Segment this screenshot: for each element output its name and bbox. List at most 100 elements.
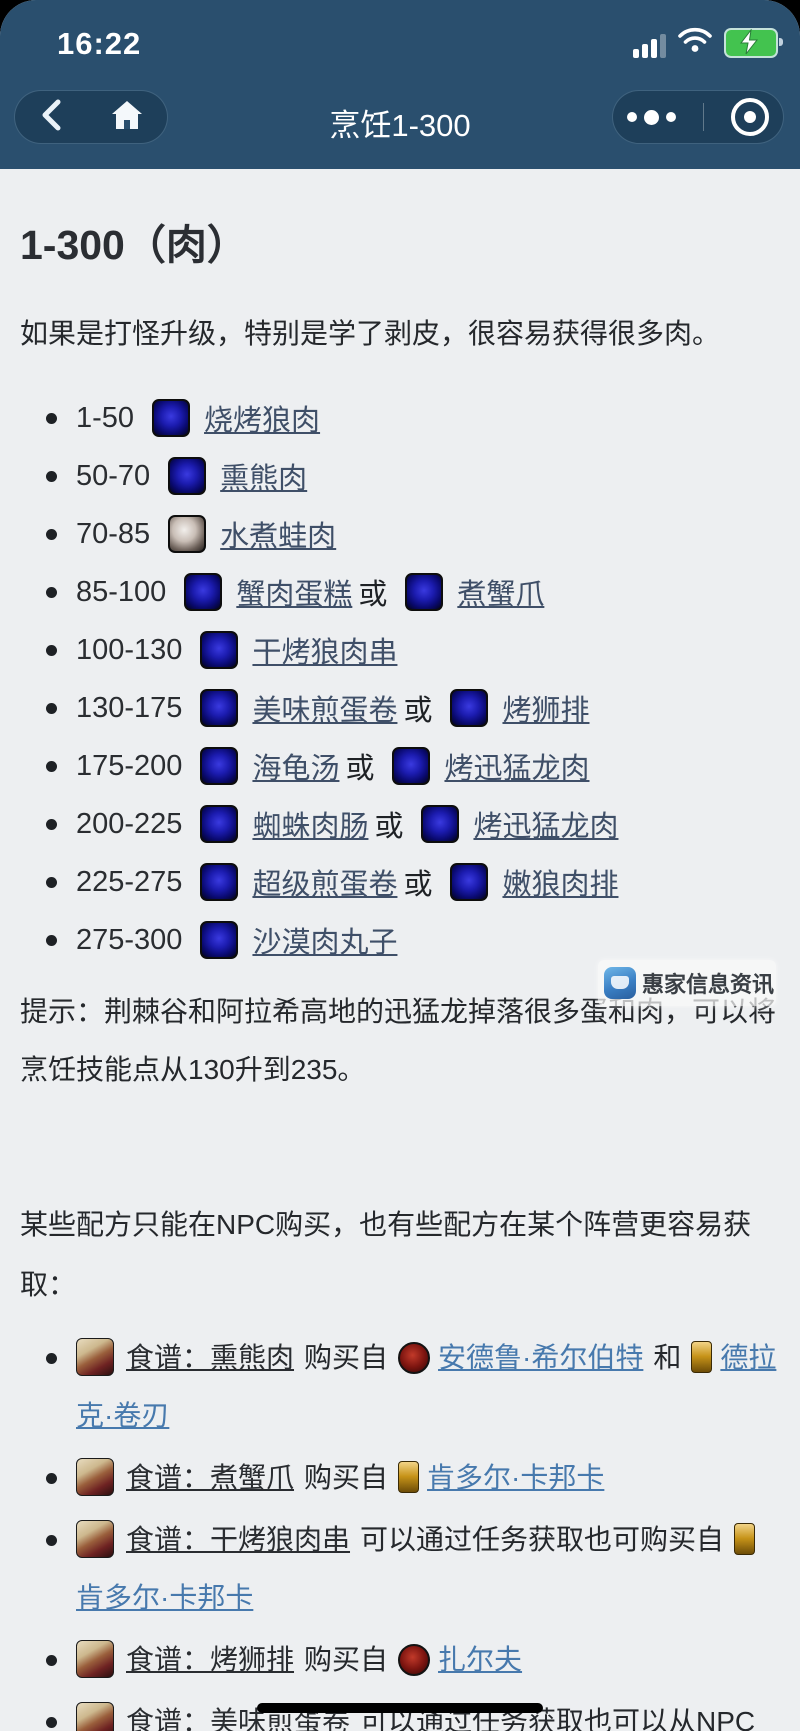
bullet-dot [46,1655,57,1666]
item-link[interactable]: 嫩狼肉排 [502,869,619,901]
recipe-scroll-icon[interactable] [76,1520,114,1558]
nav-left-pill [14,90,168,144]
skill-step-row: 1-50 烧烤狼肉 [46,389,780,447]
item-icon[interactable] [450,689,489,727]
item-icon[interactable] [450,863,489,901]
item-icon[interactable] [405,573,444,611]
item-link[interactable]: 超级煎蛋卷 [252,869,398,901]
battery-charging-icon [724,28,783,58]
item-link[interactable]: 干烤狼肉串 [252,637,398,669]
item-icon[interactable] [184,573,223,611]
skill-range: 50-70 [76,459,151,492]
item-icon[interactable] [200,921,239,959]
bullet-dot [46,529,57,540]
skill-range: 85-100 [76,575,167,608]
npc-vendor-icon[interactable] [734,1523,756,1555]
skill-step-row: 50-70 熏熊肉 [46,447,780,505]
item-link[interactable]: 沙漠肉丸子 [252,927,398,959]
recipe-link[interactable]: 食谱：熏熊肉 [126,1342,295,1373]
section-heading: 1-300（肉） [20,222,248,268]
item-icon[interactable] [421,805,460,843]
bullet-dot [46,935,57,946]
capsule-menu [612,90,784,144]
recipe-text: 和 [653,1342,682,1373]
item-link[interactable]: 烤迅猛龙肉 [473,811,619,843]
page-title: 烹饪1-300 [329,108,471,143]
item-link[interactable]: 烤迅猛龙肉 [444,753,590,785]
item-link[interactable]: 蟹肉蛋糕 [236,579,353,611]
item-icon[interactable] [168,515,207,553]
npc-horde-icon[interactable] [398,1342,431,1374]
item-icon[interactable] [200,863,239,901]
item-icon[interactable] [200,747,239,785]
back-button[interactable] [39,98,63,137]
recipe-link[interactable]: 食谱：烤狮排 [126,1644,295,1675]
npc-vendor-icon[interactable] [691,1341,713,1373]
more-dots-icon[interactable] [626,109,676,125]
intro-paragraph: 如果是打怪升级，特别是学了剥皮，很容易获得很多肉。 [20,318,721,349]
recipe-scroll-icon[interactable] [76,1702,114,1731]
bullet-dot [46,413,57,424]
capsule-divider [702,103,705,131]
npc-link[interactable]: 肯多尔·卡邦卡 [427,1462,605,1493]
npc-horde-icon[interactable] [398,1644,431,1676]
item-icon[interactable] [200,805,239,843]
item-icon[interactable] [392,747,431,785]
or-label: 或 [345,753,375,785]
skill-range: 1-50 [76,401,135,434]
bullet-dot [46,877,57,888]
recipe-text: 购买自 [304,1462,389,1493]
npc-link[interactable]: 肯多尔·卡邦卡 [76,1582,254,1613]
article-content: 1-300（肉） 如果是打怪升级，特别是学了剥皮，很容易获得很多肉。 1-50 … [0,169,800,1731]
skill-step-row: 130-175 美味煎蛋卷 或 烤狮排 [46,679,780,737]
item-link[interactable]: 煮蟹爪 [457,579,545,611]
npc-vendor-icon[interactable] [398,1461,420,1493]
item-icon[interactable] [168,457,207,495]
item-link[interactable]: 熏熊肉 [220,463,308,495]
npc-link[interactable]: 德拉克·卷刃 [76,1342,777,1431]
bullet-dot [46,587,57,598]
recipe-list: 食谱：熏熊肉 购买自 安德鲁·希尔伯特和德拉克·卷刃 食谱：煮蟹爪 购买自 肯多尔·卡邦… [20,1329,780,1731]
bullet-dot [46,761,57,772]
or-label: 或 [403,869,433,901]
item-link[interactable]: 水煮蛙肉 [220,521,337,553]
item-icon[interactable] [200,689,239,727]
item-icon[interactable] [152,399,191,437]
item-link[interactable]: 烤狮排 [502,695,590,727]
or-label: 或 [358,579,388,611]
item-link[interactable]: 蜘蛛肉肠 [252,811,369,843]
status-time: 16:22 [57,26,142,61]
npc-link[interactable]: 扎尔夫 [438,1644,523,1675]
recipe-link[interactable]: 食谱：干烤狼肉串 [126,1524,351,1555]
home-button[interactable] [110,99,144,136]
item-link[interactable]: 烧烤狼肉 [204,405,321,437]
recipe-text: 可以通过任务获取也可购买自 [360,1524,725,1555]
home-indicator[interactable] [257,1703,543,1713]
skill-step-row: 85-100 蟹肉蛋糕 或 煮蟹爪 [46,563,780,621]
recipe-link[interactable]: 食谱：煮蟹爪 [126,1462,295,1493]
recipe-row: 食谱：干烤狼肉串 可以通过任务获取也可购买自肯多尔·卡邦卡 [46,1511,780,1627]
skill-step-row: 275-300 沙漠肉丸子 [46,911,780,969]
skill-step-list: 1-50 烧烤狼肉 50-70 熏熊肉 70-85 水煮蛙肉 85-100 蟹 [20,389,780,969]
record-circle-icon[interactable] [731,98,770,136]
recipe-row: 食谱：熏熊肉 购买自 安德鲁·希尔伯特和德拉克·卷刃 [46,1329,780,1445]
skill-step-row: 100-130 干烤狼肉串 [46,621,780,679]
recipe-text: 购买自 [304,1342,389,1373]
skill-range: 70-85 [76,517,151,550]
recipe-row: 食谱：煮蟹爪 购买自 肯多尔·卡邦卡 [46,1449,780,1507]
recipe-scroll-icon[interactable] [76,1458,114,1496]
signal-icon [633,32,666,58]
recipe-text: 购买自 [304,1644,389,1675]
recipe-scroll-icon[interactable] [76,1640,114,1678]
or-label: 或 [374,811,404,843]
recipe-row: 食谱：烤狮排 购买自 扎尔夫 [46,1631,780,1689]
item-icon[interactable] [200,631,239,669]
recipe-scroll-icon[interactable] [76,1338,114,1376]
npc-link[interactable]: 安德鲁·希尔伯特 [438,1342,644,1373]
item-link[interactable]: 美味煎蛋卷 [252,695,398,727]
status-icons [633,27,783,58]
bullet-dot [46,471,57,482]
skill-step-row: 70-85 水煮蛙肉 [46,505,780,563]
item-link[interactable]: 海龟汤 [252,753,340,785]
